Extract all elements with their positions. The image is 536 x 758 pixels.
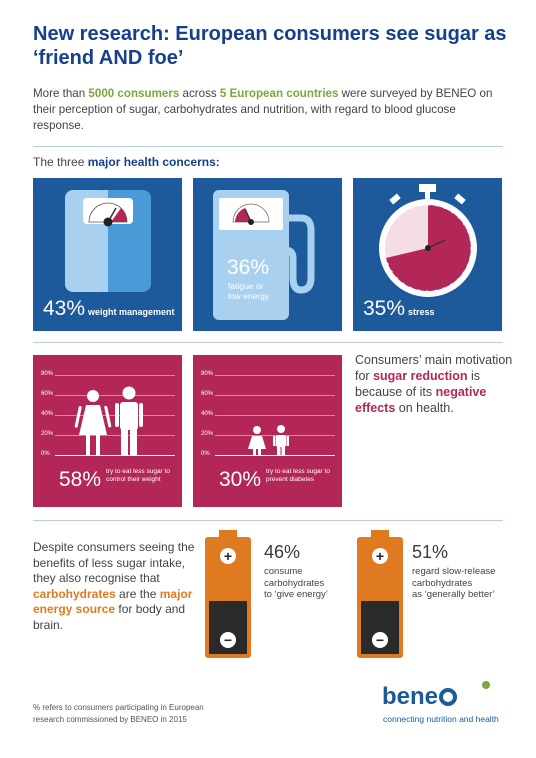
gridline [55, 435, 175, 436]
divider [33, 146, 503, 147]
logo-o-icon [439, 688, 458, 706]
adults-icon [74, 386, 143, 455]
stress-stat: 35% stress [363, 297, 435, 320]
y-tick: 20% [201, 431, 214, 437]
footnote: % refers to consumers participating in E… [33, 703, 204, 724]
energy-label: fatigue or low energy [228, 281, 270, 301]
divider [33, 342, 503, 343]
weight-sugar-stat: 58% [59, 468, 102, 491]
highlight-countries: 5 European countries [219, 87, 339, 100]
y-tick: 60% [201, 391, 214, 397]
y-tick: 0% [201, 451, 210, 457]
slow-carbs-stat: 51% [412, 542, 449, 562]
carbs-text: Despite consumers seeing the benefits of… [33, 540, 195, 632]
slow-carbs-label: regard slow-release carbohydrates as ‘gene… [412, 566, 496, 600]
concerns-heading: The three major health concerns: [33, 155, 220, 169]
gridline [55, 395, 175, 396]
y-tick: 20% [41, 431, 54, 437]
logo-dot-icon [482, 681, 490, 689]
motivation-text: Consumers’ main motivation for sugar red… [355, 353, 513, 415]
page-title: New research: European consumers see sug… [33, 23, 507, 69]
battery-plus: + [375, 548, 385, 564]
diabetes-sugar-label: try to eat less sugar to prevent diabetes [266, 468, 330, 483]
baseline [215, 455, 335, 456]
y-tick: 40% [201, 411, 214, 417]
scale-icon [65, 190, 151, 292]
sugar-chart-weight: 80% 60% 40% 20% 0% 58% try to eat less s… [33, 355, 182, 507]
gridline [215, 435, 335, 436]
concern-tile-stress: 35% stress [353, 178, 502, 331]
energy-carbs-label: consume carbohydrates to ‘give energy’ [264, 566, 328, 600]
weight-stat: 43% weight management [43, 297, 175, 320]
stopwatch-icon [379, 184, 477, 297]
battery-minus: − [223, 632, 233, 648]
energy-carbs-stat: 46% [264, 542, 301, 562]
fuel-pump-icon [213, 190, 315, 320]
sugar-chart-diabetes: 80% 60% 40% 20% 0% 30% try to eat less s… [193, 355, 342, 507]
logo-tagline: connecting nutrition and health [383, 714, 499, 724]
gridline [215, 415, 335, 416]
battery-plus: + [223, 548, 233, 564]
highlight-consumers: 5000 consumers [88, 87, 180, 100]
diabetes-sugar-stat: 30% [219, 468, 262, 491]
gridline [55, 375, 175, 376]
concern-tile-weight: 43% weight management [33, 178, 182, 331]
gridline [215, 395, 335, 396]
children-icon [248, 425, 289, 455]
beneo-logo: bene [382, 681, 490, 711]
intro-text: More than 5000 consumers across 5 Europe… [33, 87, 493, 132]
divider [33, 520, 503, 521]
baseline [55, 455, 175, 456]
y-tick: 0% [41, 451, 50, 457]
battery-icon [205, 530, 251, 658]
gridline [215, 375, 335, 376]
y-tick: 40% [41, 411, 54, 417]
energy-stat: 36% [227, 256, 270, 279]
weight-sugar-label: try to eat less sugar to control their we… [106, 468, 170, 483]
y-tick: 80% [201, 371, 214, 377]
battery-icon [357, 530, 403, 658]
y-tick: 60% [41, 391, 54, 397]
y-tick: 80% [41, 371, 54, 377]
battery-minus: − [375, 632, 385, 648]
concern-tile-energy: 36% fatigue or low energy [193, 178, 342, 331]
